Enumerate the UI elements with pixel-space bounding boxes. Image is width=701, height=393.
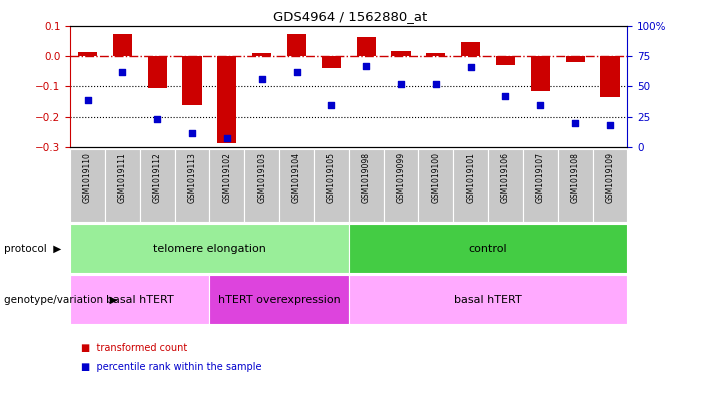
Text: basal hTERT: basal hTERT [454, 295, 522, 305]
Text: GSM1019103: GSM1019103 [257, 152, 266, 203]
Point [291, 69, 302, 75]
Point [430, 81, 442, 87]
Text: GSM1019106: GSM1019106 [501, 152, 510, 203]
Bar [148, 56, 167, 88]
Bar [210, 275, 348, 324]
Bar [566, 56, 585, 62]
Text: genotype/variation  ▶: genotype/variation ▶ [4, 295, 117, 305]
Bar [461, 42, 480, 56]
Bar [558, 149, 592, 222]
Bar [139, 149, 175, 222]
Bar [70, 149, 105, 222]
Bar [70, 224, 349, 273]
Text: GSM1019102: GSM1019102 [222, 152, 231, 203]
Text: GSM1019110: GSM1019110 [83, 152, 92, 203]
Point [82, 97, 93, 103]
Text: GSM1019105: GSM1019105 [327, 152, 336, 203]
Text: ■  percentile rank within the sample: ■ percentile rank within the sample [81, 362, 261, 373]
Text: GSM1019101: GSM1019101 [466, 152, 475, 203]
Point [326, 101, 337, 108]
Text: GSM1019108: GSM1019108 [571, 152, 580, 203]
Point [500, 93, 511, 99]
Bar [244, 149, 279, 222]
Bar [210, 149, 244, 222]
Bar [349, 275, 627, 324]
Bar [391, 51, 411, 56]
Bar [600, 56, 620, 97]
Bar [426, 53, 445, 56]
Bar [496, 56, 515, 65]
Bar [349, 149, 383, 222]
Bar [531, 56, 550, 91]
Point [535, 101, 546, 108]
Bar [70, 275, 210, 324]
Point [117, 69, 128, 75]
Bar [454, 149, 488, 222]
Point [256, 76, 267, 82]
Text: GDS4964 / 1562880_at: GDS4964 / 1562880_at [273, 10, 428, 23]
Text: protocol  ▶: protocol ▶ [4, 244, 61, 253]
Bar [105, 149, 139, 222]
Point [360, 62, 372, 69]
Text: GSM1019113: GSM1019113 [187, 152, 196, 203]
Bar [357, 37, 376, 56]
Bar [349, 224, 627, 273]
Bar [287, 34, 306, 56]
Bar [113, 34, 132, 56]
Text: GSM1019109: GSM1019109 [606, 152, 615, 203]
Text: hTERT overexpression: hTERT overexpression [218, 295, 341, 305]
Bar [322, 56, 341, 68]
Text: GSM1019099: GSM1019099 [397, 152, 405, 203]
Bar [175, 149, 210, 222]
Point [186, 130, 198, 136]
Point [222, 134, 233, 141]
Point [395, 81, 407, 87]
Text: control: control [469, 244, 508, 253]
Text: GSM1019112: GSM1019112 [153, 152, 162, 203]
Bar [592, 149, 627, 222]
Text: GSM1019107: GSM1019107 [536, 152, 545, 203]
Bar [182, 56, 202, 105]
Bar [314, 149, 349, 222]
Point [151, 116, 163, 123]
Point [465, 64, 476, 70]
Text: GSM1019104: GSM1019104 [292, 152, 301, 203]
Bar [383, 149, 418, 222]
Bar [418, 149, 454, 222]
Text: basal hTERT: basal hTERT [106, 295, 174, 305]
Point [569, 120, 580, 126]
Point [604, 122, 615, 129]
Text: GSM1019111: GSM1019111 [118, 152, 127, 203]
Text: GSM1019100: GSM1019100 [431, 152, 440, 203]
Bar [488, 149, 523, 222]
Bar [252, 53, 271, 56]
Text: ■  transformed count: ■ transformed count [81, 343, 187, 353]
Text: GSM1019098: GSM1019098 [362, 152, 371, 203]
Bar [217, 56, 236, 143]
Bar [279, 149, 314, 222]
Bar [78, 52, 97, 56]
Bar [523, 149, 558, 222]
Text: telomere elongation: telomere elongation [153, 244, 266, 253]
